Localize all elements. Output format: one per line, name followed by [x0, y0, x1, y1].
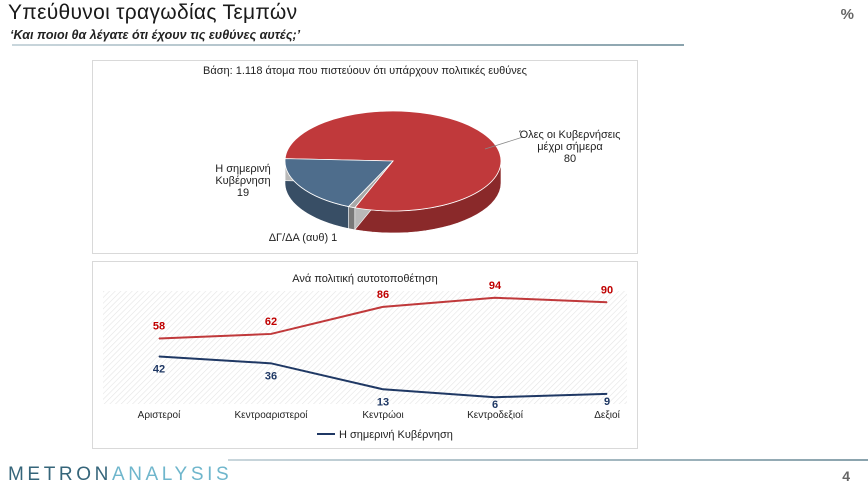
line-chart-panel: Ανά πολιτική αυτοτοποθέτηση Αριστεροί Κεντ…: [92, 261, 638, 449]
x-tick-label: Κεντρώοι: [362, 409, 403, 421]
data-label: 94: [489, 280, 502, 292]
legend-item: Η σημερινή Κυβέρνηση: [317, 429, 453, 441]
series-point: [270, 362, 272, 364]
plot-area: [103, 291, 627, 404]
data-label: 86: [377, 289, 389, 301]
data-label: 9: [604, 396, 610, 408]
series-point: [494, 297, 496, 299]
pie-label-current-government-value: 19: [236, 187, 250, 199]
series-point: [494, 396, 496, 398]
pie-slice-2: [284, 158, 394, 208]
series-point: [606, 393, 608, 395]
footer-rule: [228, 459, 868, 461]
pie-leader-line: [484, 136, 524, 150]
series-point: [606, 301, 608, 303]
pie-chart: [284, 110, 524, 234]
pie-slice-side: [348, 206, 356, 231]
data-label: 62: [265, 316, 277, 328]
slide-subtitle: ‘Και ποιοι θα λέγατε ότι έχουν τις ευθύν…: [10, 28, 301, 42]
pie-label-all-governments-line1: Όλες οι Κυβερνήσεις: [519, 129, 621, 141]
pie-label-all-governments-line2: μέχρι σήμερα: [537, 141, 603, 153]
logo-part-metron: METRON: [8, 464, 112, 485]
pie-label-current-government-line1: Η σημερινή: [215, 163, 271, 175]
x-tick-label: Κεντροαριστεροί: [234, 409, 308, 421]
data-label: 90: [601, 284, 613, 296]
series-point: [382, 388, 384, 390]
data-label: 58: [153, 320, 165, 332]
page-number: 4: [842, 468, 850, 484]
data-label: 36: [265, 370, 277, 382]
logo-part-analysis: ANALYSIS: [111, 464, 233, 485]
series-point: [158, 337, 160, 339]
data-label: 13: [377, 396, 389, 408]
pie-label-current-government-line2: Κυβέρνηση: [215, 175, 271, 187]
series-point: [270, 333, 272, 335]
pie-label-all-governments: Όλες οι Κυβερνήσεις μέχρι σήμερα 80: [511, 129, 629, 165]
pie-slices: [284, 110, 502, 212]
slide-title: Υπεύθυνοι τραγωδίας Τεμπών: [8, 1, 298, 24]
pie-label-current-government: Η σημερινή Κυβέρνηση 19: [201, 163, 285, 199]
series-0: 58 62 86 94 90: [153, 280, 613, 340]
pie-label-all-governments-value: 80: [563, 153, 577, 165]
pie-label-dk-na: ΔΓ/ΔΑ (αυθ) 1: [243, 232, 363, 244]
x-tick-label: Δεξιοί: [594, 409, 620, 421]
x-tick-label: Κεντροδεξιοί: [467, 409, 524, 421]
metron-analysis-logo: METRONANALYSIS: [8, 464, 232, 486]
pie-label-dk-na-line1: ΔΓ/ΔΑ (αυθ) 1: [268, 232, 338, 244]
title-underline: [12, 44, 684, 46]
data-label: 42: [153, 364, 165, 376]
percent-unit-mark: %: [840, 6, 854, 23]
series-point: [158, 356, 160, 358]
data-label: 6: [492, 399, 498, 411]
line-chart: Ανά πολιτική αυτοτοποθέτηση Αριστεροί Κεντ…: [103, 273, 627, 441]
pie-base-note: Βάση: 1.118 άτομα που πιστεύουν ότι υπάρ…: [203, 65, 527, 77]
series-point: [382, 306, 384, 308]
legend-label: Η σημερινή Κυβέρνηση: [339, 429, 453, 441]
x-tick-label: Αριστεροί: [138, 409, 181, 421]
pie-chart-panel: Βάση: 1.118 άτομα που πιστεύουν ότι υπάρ…: [92, 60, 638, 254]
series-1: 42 36 13 6 9: [153, 355, 610, 411]
line-chart-title: Ανά πολιτική αυτοτοποθέτηση: [292, 273, 437, 285]
